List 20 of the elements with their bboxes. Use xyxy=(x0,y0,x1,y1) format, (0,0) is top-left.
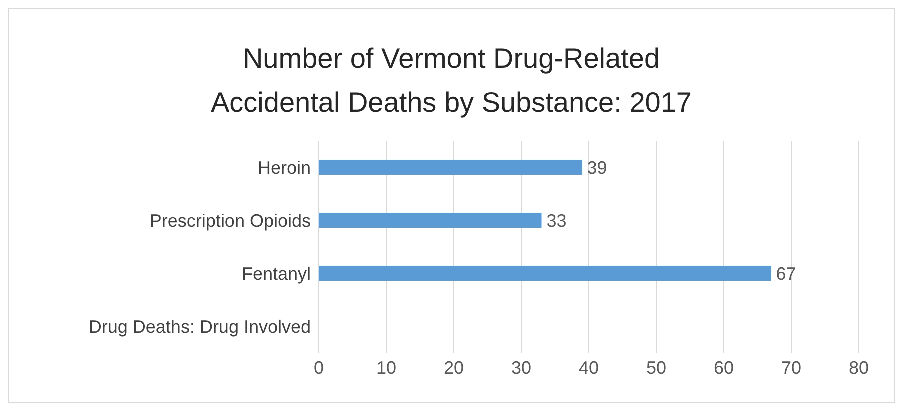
x-tick-label: 40 xyxy=(578,358,600,378)
data-label: 39 xyxy=(587,158,608,178)
data-label: 67 xyxy=(776,264,796,284)
x-tick-label: 60 xyxy=(714,358,734,378)
y-tick-label: Heroin xyxy=(258,158,311,178)
x-tick-label: 80 xyxy=(848,358,870,378)
data-label: 33 xyxy=(546,210,567,231)
bar xyxy=(319,160,582,175)
x-tick-label: 30 xyxy=(511,358,532,378)
bar xyxy=(319,213,542,228)
x-tick-label: 10 xyxy=(376,358,397,378)
x-tick-label: 20 xyxy=(444,358,464,378)
y-tick-label: Prescription Opioids xyxy=(150,210,311,231)
chart-title: Number of Vermont Drug-Related Accidental Deaths by Substance: 2017 xyxy=(210,42,693,120)
bar xyxy=(319,266,772,281)
y-tick-label: Fentanyl xyxy=(242,264,311,284)
x-tick-label: 0 xyxy=(314,358,324,378)
x-tick-label: 50 xyxy=(646,358,667,378)
x-tick-label: 70 xyxy=(781,358,802,378)
y-tick-label: Drug Deaths: Drug Involved xyxy=(88,316,311,337)
